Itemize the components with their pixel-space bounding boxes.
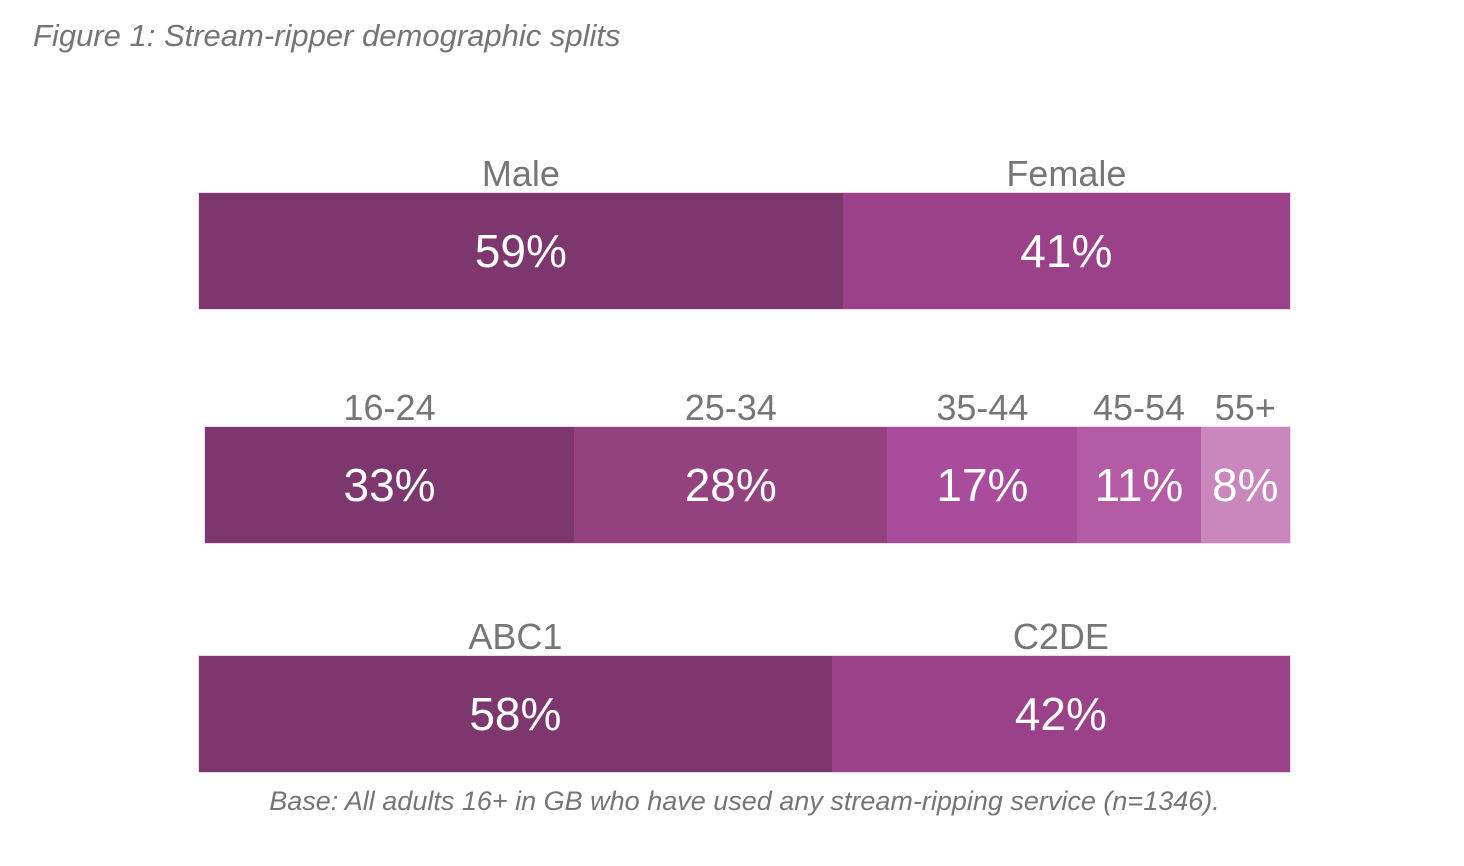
segment-value-label: 59% (474, 225, 567, 277)
age-split-chart: 16-24 25-34 35-44 45-54 55+ 33% 28% 17% 11% 8% (205, 384, 1291, 543)
bar-segment-age-45-54: 11% (1077, 427, 1201, 543)
bar-segment-gender-Female: 41% (842, 193, 1290, 309)
category-label-45-54: 45-54 (1092, 387, 1186, 429)
base-note: Base: All adults 16+ in GB who have used… (269, 786, 1220, 816)
category-label-55+: 55+ (1214, 387, 1276, 429)
segment-value-label: 41% (1020, 225, 1113, 277)
bar-segment-age-55+: 8% (1200, 427, 1291, 543)
segment-value-label: 58% (469, 688, 562, 740)
bar-segment-social-grade-ABC1: 58% (199, 656, 832, 772)
bar-segment-gender-Male: 59% (199, 193, 843, 309)
segment-value-label: 17% (936, 459, 1029, 511)
segment-value-label: 42% (1014, 688, 1107, 740)
segment-value-label: 11% (1094, 459, 1184, 511)
bar-segment-age-16-24: 33% (205, 427, 575, 543)
gender-bar: 59% 41% (199, 193, 1290, 309)
category-label-ABC1: ABC1 (468, 616, 563, 658)
social-grade-split-chart: ABC1 C2DE 58% 42% (199, 613, 1290, 772)
category-label-Male: Male (481, 153, 560, 195)
age-labels-row: 16-24 25-34 35-44 45-54 55+ (205, 384, 1290, 427)
bar-segment-age-35-44: 17% (887, 427, 1078, 543)
segment-value-label: 33% (343, 459, 436, 511)
social-grade-bar: 58% 42% (199, 656, 1290, 772)
category-label-C2DE: C2DE (1012, 616, 1109, 658)
gender-split-chart: Male Female 59% 41% (199, 150, 1290, 309)
category-label-25-34: 25-34 (684, 387, 777, 429)
category-label-Female: Female (1006, 153, 1127, 195)
segment-value-label: 8% (1212, 459, 1279, 511)
bar-segment-social-grade-C2DE: 42% (831, 656, 1290, 772)
gender-labels-row: Male Female (199, 150, 1290, 193)
social-grade-labels-row: ABC1 C2DE (199, 613, 1290, 656)
figure-title: Figure 1: Stream-ripper demographic spli… (33, 18, 621, 53)
category-label-35-44: 35-44 (936, 387, 1029, 429)
age-bar: 33% 28% 17% 11% 8% (205, 427, 1291, 543)
bar-segment-age-25-34: 28% (574, 427, 888, 543)
segment-value-label: 28% (684, 459, 777, 511)
category-label-16-24: 16-24 (343, 387, 436, 429)
